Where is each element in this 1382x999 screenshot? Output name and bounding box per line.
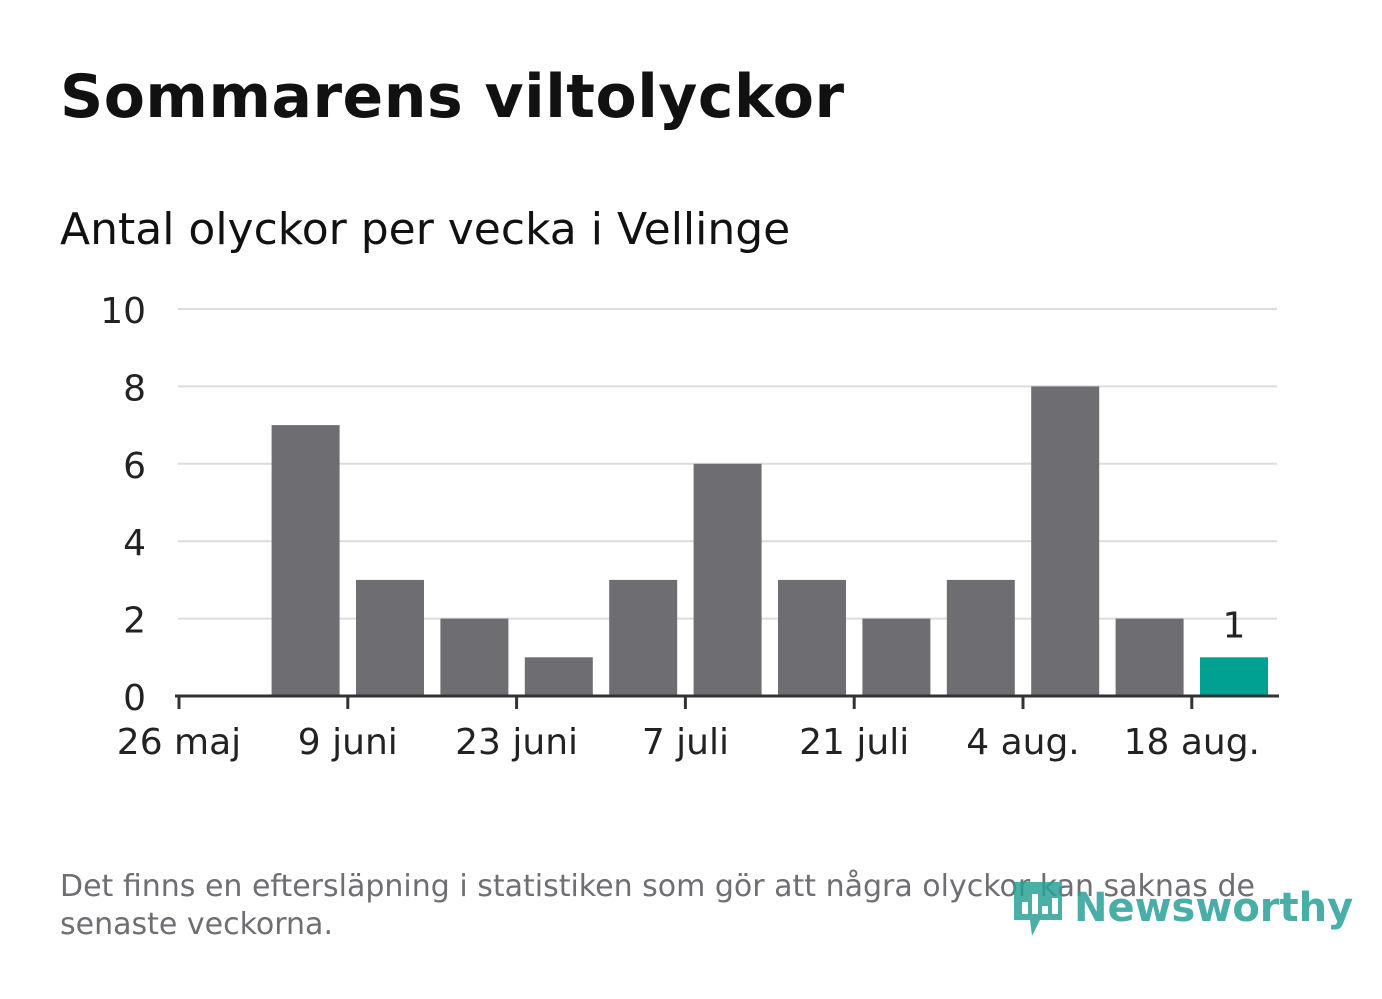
bar bbox=[1115, 618, 1184, 696]
x-tick-label: 7 juli bbox=[642, 722, 729, 763]
y-tick-label: 10 bbox=[100, 291, 146, 332]
y-tick-label: 0 bbox=[123, 678, 146, 719]
bar bbox=[440, 618, 509, 696]
bar bbox=[1200, 657, 1268, 696]
chart-title: Sommarens viltolyckor bbox=[60, 62, 845, 132]
bar bbox=[609, 579, 678, 696]
y-tick-label: 4 bbox=[123, 523, 146, 564]
chart-subtitle: Antal olyckor per vecka i Vellinge bbox=[60, 204, 791, 255]
data-label: 1 bbox=[1223, 605, 1246, 646]
bar bbox=[271, 425, 340, 696]
y-tick-label: 6 bbox=[123, 446, 146, 487]
x-tick-label: 21 juli bbox=[799, 722, 909, 763]
x-tick-label: 4 aug. bbox=[966, 722, 1080, 763]
chart-bubble-icon bbox=[1014, 882, 1062, 936]
bar-chart: 0 2 4 6 8 10 1 26 maj 9 juni 23 juni 7 juli 21 juli… bbox=[100, 291, 1279, 763]
bar bbox=[1031, 386, 1100, 696]
x-tick-label: 26 maj bbox=[117, 722, 241, 763]
bar bbox=[778, 579, 846, 696]
newsworthy-logo: Newsworthy bbox=[1010, 876, 1353, 940]
bar bbox=[356, 579, 424, 696]
y-tick-label: 8 bbox=[123, 368, 146, 409]
bar bbox=[862, 618, 931, 696]
x-tick-label: 9 juni bbox=[298, 722, 398, 763]
x-tick-label: 23 juni bbox=[455, 722, 578, 763]
x-tick-label: 18 aug. bbox=[1124, 722, 1260, 763]
bar bbox=[693, 463, 762, 696]
bar bbox=[524, 657, 593, 696]
logo-text: Newsworthy bbox=[1074, 885, 1354, 931]
bar bbox=[946, 579, 1015, 696]
y-tick-label: 2 bbox=[123, 601, 146, 642]
